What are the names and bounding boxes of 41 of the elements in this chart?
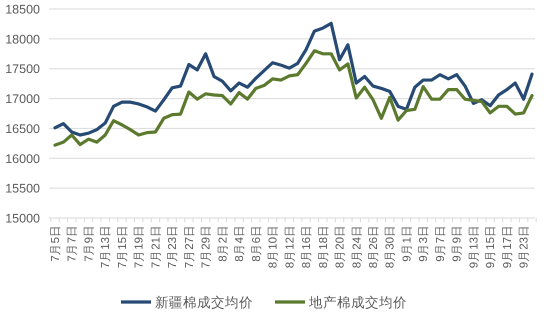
x-tick-label: 8月10日 (266, 225, 280, 268)
y-tick-label: 17000 (5, 92, 40, 106)
x-tick-label: 9月15日 (484, 225, 498, 268)
y-tick-label: 16500 (5, 122, 40, 136)
x-tick-label: 9月17日 (500, 225, 514, 268)
x-tick-label: 8月2日 (216, 225, 230, 262)
x-tick-label: 7月23日 (166, 225, 180, 268)
line-series (53, 22, 534, 137)
x-tick-label: 8月30日 (384, 225, 397, 268)
x-tick-label: 8月16日 (300, 225, 314, 268)
x-tick-label: 8月4日 (233, 225, 246, 262)
x-tick-label: 8月6日 (250, 225, 263, 262)
x-tick-label: 9月7日 (434, 225, 447, 262)
x-tick-label: 7月29日 (200, 225, 213, 268)
x-tick-label: 7月9日 (82, 225, 96, 262)
x-tick-label: 7月21日 (149, 225, 162, 268)
x-tick-label: 8月20日 (334, 225, 347, 268)
y-tick-label: 15000 (5, 212, 40, 226)
y-tick-label: 18500 (5, 2, 40, 16)
x-tick-label: 9月3日 (417, 225, 430, 262)
y-tick-label: 17500 (5, 62, 40, 76)
y-tick-label: 16000 (5, 152, 40, 166)
x-tick-label: 7月13日 (99, 225, 112, 268)
x-tick-label: 8月24日 (350, 225, 364, 268)
x-tick-label: 7月19日 (132, 225, 146, 268)
x-tick-label: 7月15日 (116, 225, 129, 268)
x-tick-label: 8月12日 (283, 225, 296, 268)
line-series (53, 49, 534, 147)
y-tick-label: 18000 (5, 32, 40, 46)
x-tick-label: 8月18日 (316, 225, 330, 268)
x-tick-label: 7月7日 (66, 225, 79, 262)
legend-label: 地产棉成交均价 (308, 295, 407, 310)
y-tick-label: 15500 (5, 182, 40, 196)
x-tick-label: 9月9日 (450, 225, 464, 262)
x-tick-label: 9月13日 (467, 225, 480, 268)
x-tick-label: 7月5日 (49, 225, 62, 262)
x-tick-label: 9月23日 (518, 225, 531, 268)
x-tick-label: 7月27日 (182, 225, 196, 268)
x-tick-label: 9月1日 (400, 225, 414, 262)
x-tick-label: 8月26日 (367, 225, 380, 268)
legend-label: 新疆棉成交均价 (155, 295, 253, 310)
